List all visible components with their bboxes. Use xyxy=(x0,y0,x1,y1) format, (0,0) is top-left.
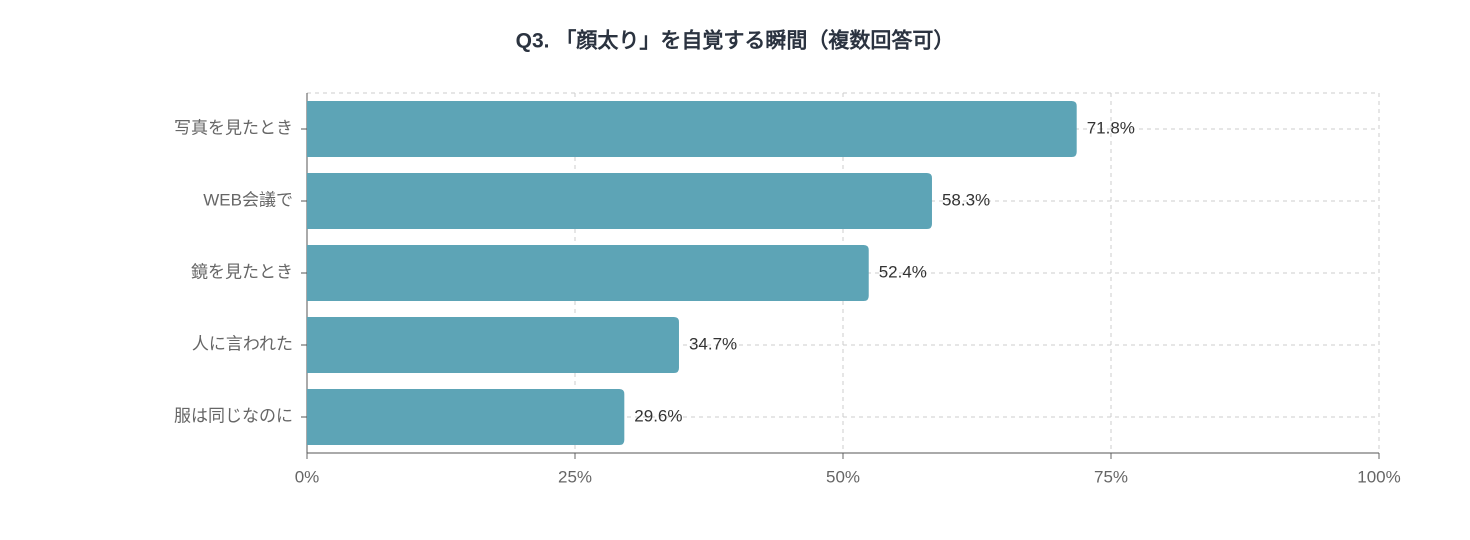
x-tick-label: 100% xyxy=(1357,467,1400,486)
value-label: 71.8% xyxy=(1087,118,1135,137)
bar xyxy=(307,245,869,301)
x-tick-label: 25% xyxy=(558,467,592,486)
bar xyxy=(307,389,625,445)
value-label: 52.4% xyxy=(879,262,927,281)
value-label: 34.7% xyxy=(689,334,737,353)
x-tick-label: 0% xyxy=(295,467,320,486)
value-label: 58.3% xyxy=(942,190,990,209)
y-tick-label: WEB会議で xyxy=(203,190,293,209)
y-tick-label: 人に言われた xyxy=(192,334,293,353)
chart-title: Q3. 「顔太り」を自覚する瞬間（複数回答可） xyxy=(516,29,955,53)
bar xyxy=(307,173,932,229)
y-tick-label: 服は同じなのに xyxy=(174,406,293,425)
bar xyxy=(307,101,1077,157)
y-tick-label: 鏡を見たとき xyxy=(191,262,293,281)
x-tick-label: 75% xyxy=(1094,467,1128,486)
bar xyxy=(307,317,679,373)
x-tick-label: 50% xyxy=(826,467,860,486)
value-label: 29.6% xyxy=(634,406,682,425)
y-tick-label: 写真を見たとき xyxy=(174,118,293,137)
